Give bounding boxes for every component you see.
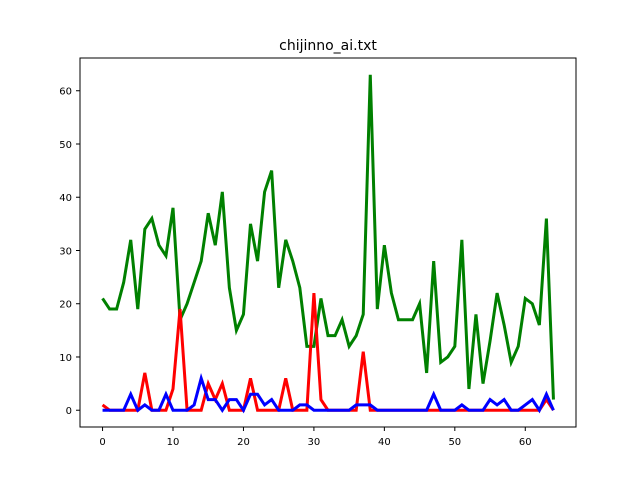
x-axis: 0 10 20 30 40 50 60 <box>99 427 532 448</box>
y-tick-label: 20 <box>59 300 72 311</box>
y-tick-label: 10 <box>59 353 72 364</box>
x-tick-label: 40 <box>378 437 391 448</box>
x-tick-label: 10 <box>167 437 180 448</box>
y-tick-label: 40 <box>59 193 72 204</box>
y-tick-label: 30 <box>59 246 72 257</box>
x-tick-label: 50 <box>448 437 461 448</box>
series-layer <box>101 74 555 414</box>
y-axis: 0 10 20 30 40 50 60 <box>59 87 80 417</box>
x-tick-label: 60 <box>519 437 532 448</box>
axes-frame <box>79 57 577 428</box>
y-tick-label: 0 <box>66 406 72 417</box>
series-line-1 <box>101 74 555 400</box>
chart-title: chijinno_ai.txt <box>279 38 377 54</box>
y-tick-label: 50 <box>59 140 72 151</box>
x-tick-label: 30 <box>308 437 321 448</box>
x-tick-label: 20 <box>237 437 250 448</box>
plot-area <box>79 57 577 428</box>
y-tick-label: 60 <box>59 87 72 98</box>
series-line-3 <box>102 373 555 414</box>
x-tick-label: 0 <box>99 437 105 448</box>
